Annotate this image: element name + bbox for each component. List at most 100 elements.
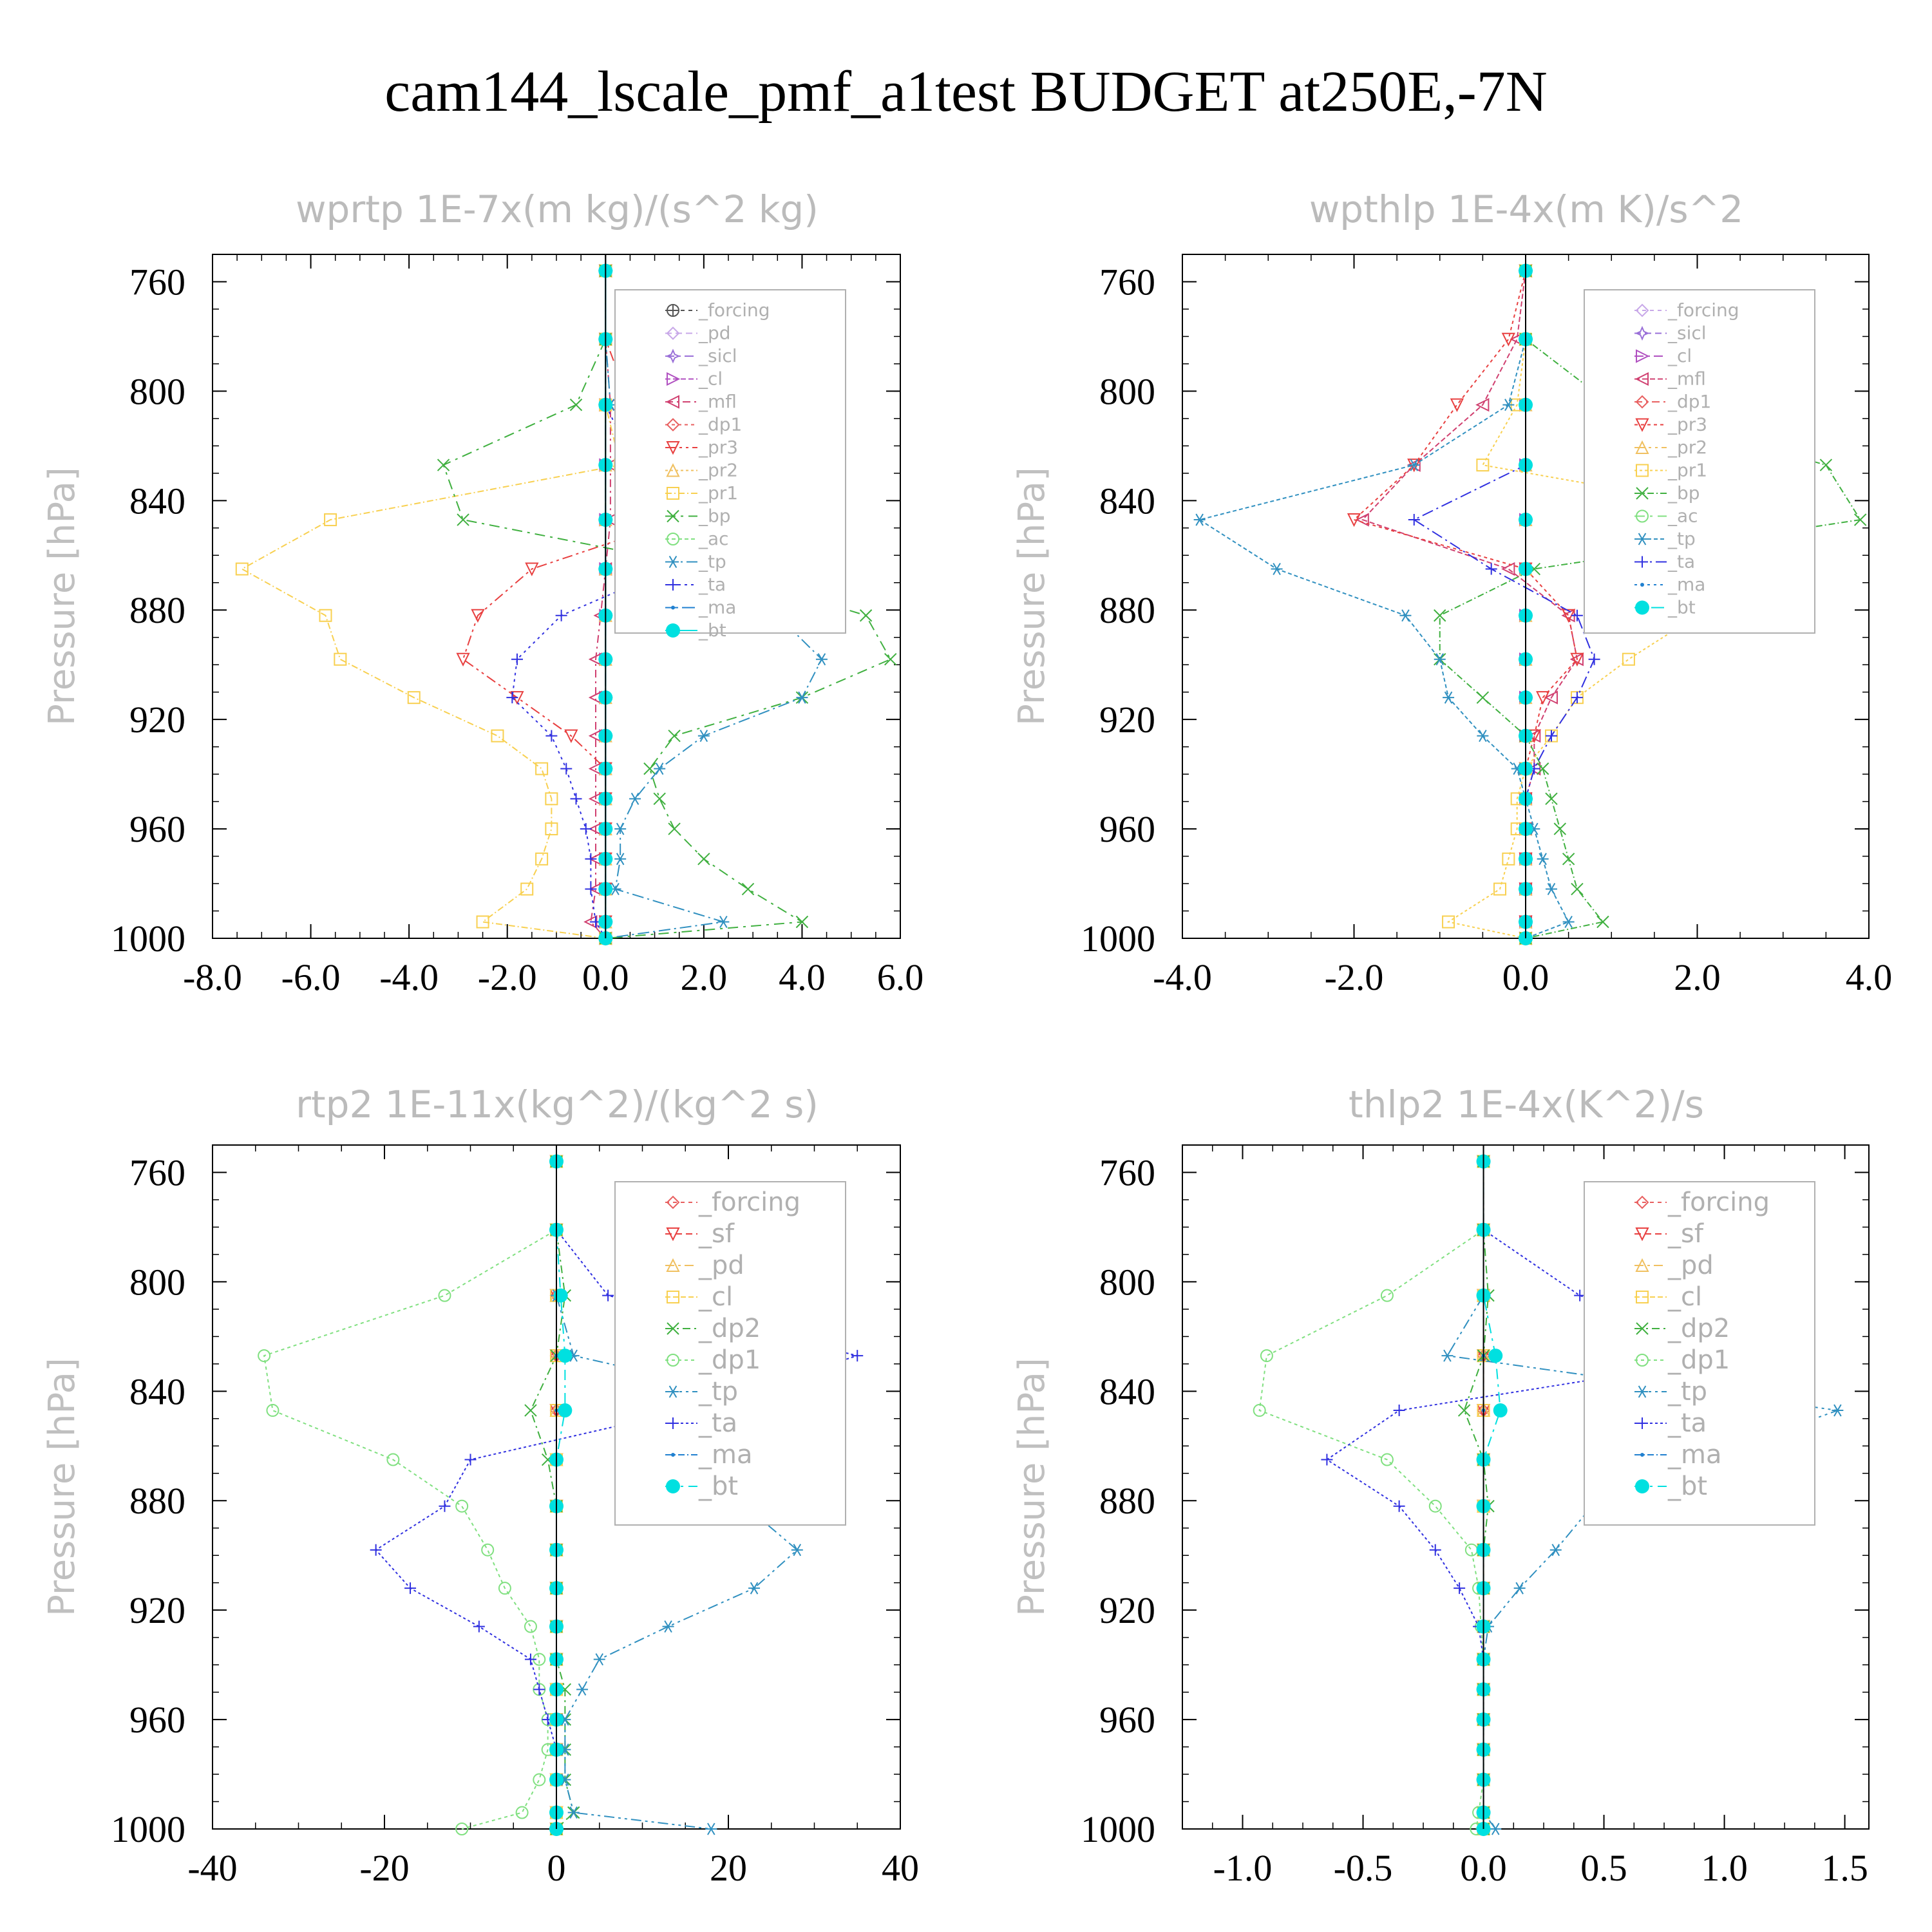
y-tick-label: 920 — [1099, 699, 1155, 741]
data-point — [1571, 692, 1583, 704]
data-point — [266, 1404, 279, 1417]
y-tick-label: 880 — [129, 1480, 185, 1522]
figure-title: cam144_lscale_pmf_a1test BUDGET at250E,-… — [384, 60, 1547, 124]
legend-label: _ma — [698, 597, 736, 618]
data-point — [545, 730, 558, 742]
legend-item: _ta — [665, 1408, 737, 1438]
legend-marker — [1635, 303, 1649, 317]
data-point — [1321, 1454, 1333, 1466]
y-tick-label: 800 — [129, 1261, 185, 1303]
data-point — [1596, 915, 1609, 929]
series-line — [511, 270, 730, 939]
legend-label: _ac — [1667, 506, 1698, 527]
legend-label: _sf — [1667, 1219, 1704, 1249]
legend-label: _bp — [698, 506, 731, 527]
legend-item: _tp — [1634, 1377, 1707, 1406]
legend-item: _tp — [1634, 528, 1696, 549]
data-point — [1536, 762, 1549, 775]
legend-label: _sicl — [1667, 323, 1707, 344]
y-tick-label: 1000 — [1081, 1808, 1155, 1850]
data-point — [1562, 853, 1575, 866]
legend-marker — [667, 555, 679, 569]
y-tick-label: 760 — [129, 261, 185, 303]
y-tick-label: 840 — [129, 480, 185, 522]
x-tick-label: 1.0 — [1701, 1847, 1748, 1889]
data-point — [1853, 513, 1867, 526]
panel-3: rtp2 1E-11x(kg^2)/(kg^2 s) Pressure [hPa]… — [41, 1083, 919, 1889]
data-point — [1260, 1349, 1273, 1363]
data-point — [555, 609, 567, 621]
legend-marker — [1635, 1227, 1649, 1242]
data-point — [697, 853, 710, 866]
y-tick-label: 760 — [1099, 261, 1155, 303]
data-point — [407, 691, 421, 705]
series-line — [1198, 270, 1570, 939]
legend-label: _dp1 — [698, 1345, 761, 1375]
data-point — [386, 1453, 400, 1466]
panel-title: wpthlp 1E-4x(m K)/s^2 — [1309, 187, 1743, 231]
data-point — [1571, 882, 1584, 896]
data-point — [614, 822, 627, 835]
legend-marker — [666, 1479, 680, 1493]
x-tick-label: 2.0 — [1674, 956, 1721, 998]
data-point — [593, 1653, 605, 1666]
x-tick-label: 0.5 — [1580, 1847, 1627, 1889]
data-point — [1477, 730, 1489, 743]
legend-label: _dp1 — [1667, 1345, 1730, 1375]
data-point — [1380, 1289, 1394, 1302]
legend-item: _ac — [1634, 506, 1698, 527]
legend-label: _pd — [1667, 1251, 1714, 1280]
legend-label: _pd — [698, 323, 731, 344]
data-point — [515, 1806, 529, 1819]
legend-marker — [667, 1354, 679, 1367]
data-point — [643, 762, 656, 775]
legend-marker — [1636, 556, 1648, 568]
legend-marker — [1635, 1258, 1649, 1272]
legend-marker — [1636, 1417, 1648, 1429]
data-point — [511, 653, 523, 665]
data-point — [1434, 609, 1446, 622]
legend-marker — [671, 605, 675, 610]
legend-marker — [1634, 325, 1650, 341]
legend-item: _forcing — [665, 1188, 800, 1217]
y-tick-label: 880 — [1099, 1480, 1155, 1522]
data-point — [1513, 1582, 1526, 1595]
data-point — [795, 915, 809, 929]
series-bt — [1476, 1154, 1508, 1836]
x-tick-label: -20 — [359, 1847, 409, 1889]
legend-label: _tp — [698, 551, 726, 573]
legend-item: _ma — [1634, 1440, 1721, 1470]
x-tick-label: 0 — [547, 1847, 566, 1889]
data-point — [1502, 399, 1515, 412]
legend-item: _bt — [665, 620, 726, 641]
legend-marker — [1635, 440, 1649, 454]
data-point — [796, 691, 808, 704]
series-line — [1352, 270, 1578, 938]
legend-item: _cl — [665, 1282, 733, 1312]
legend-item: _sicl — [665, 345, 737, 366]
legend-marker — [1635, 1195, 1649, 1209]
data-point — [235, 562, 249, 576]
series-line — [590, 270, 611, 939]
legend-label: _dp2 — [698, 1314, 761, 1343]
data-point — [1502, 852, 1515, 866]
legend-box — [614, 1181, 846, 1526]
data-point — [576, 1683, 589, 1696]
data-point — [553, 1288, 568, 1303]
y-tick-label: 1000 — [1081, 918, 1155, 960]
legend-marker — [1636, 1354, 1649, 1367]
data-point — [545, 792, 558, 806]
y-tick-label: 760 — [1099, 1151, 1155, 1193]
data-point — [524, 1653, 536, 1665]
legend-item: _bt — [1634, 597, 1696, 618]
data-point — [1545, 883, 1557, 896]
data-point — [524, 1620, 537, 1633]
legend-marker — [667, 1417, 679, 1429]
data-point — [1393, 1405, 1405, 1417]
x-tick-label: 4.0 — [1846, 956, 1893, 998]
data-point — [558, 1349, 573, 1363]
y-tick-label: 800 — [1099, 370, 1155, 412]
legend-item: _mfl — [1634, 368, 1706, 390]
legend-label: _forcing — [1667, 299, 1739, 321]
